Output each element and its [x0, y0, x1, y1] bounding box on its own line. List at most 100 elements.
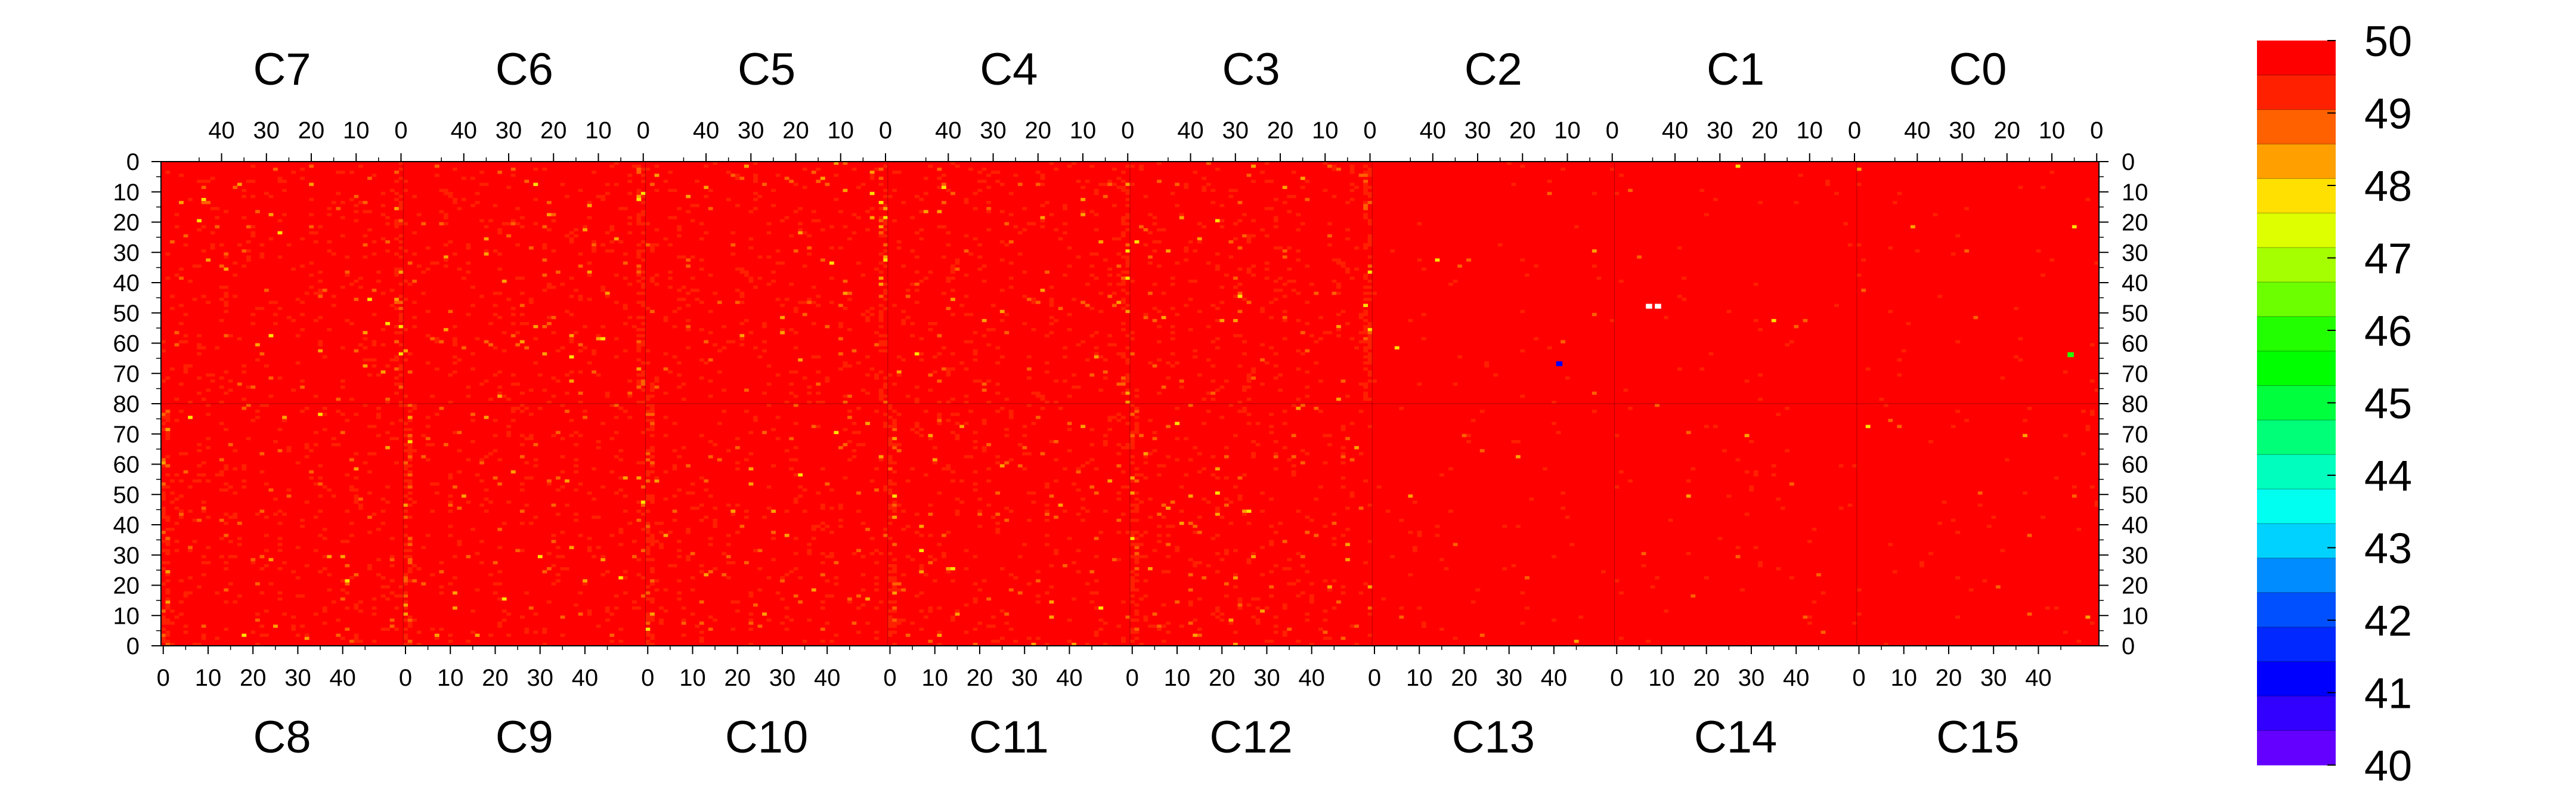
- heatmap-cell: [161, 512, 166, 516]
- heatmap-cell: [645, 531, 651, 534]
- heatmap-cell: [950, 276, 955, 280]
- heatmap-cell: [448, 633, 453, 637]
- heatmap-cell: [1008, 509, 1014, 513]
- heatmap-cell: [955, 509, 960, 513]
- heatmap-cell: [551, 564, 556, 568]
- heatmap-cell: [179, 494, 184, 498]
- heatmap-cell: [618, 449, 624, 453]
- heatmap-cell: [645, 394, 651, 398]
- heatmap-cell: [371, 340, 377, 343]
- heatmap-cell: [677, 289, 682, 292]
- heatmap-cell: [592, 240, 597, 244]
- heatmap-cell: [1031, 422, 1036, 425]
- heatmap-cell: [2027, 407, 2032, 410]
- heatmap-cell: [762, 515, 767, 519]
- heatmap-cell: [650, 449, 655, 453]
- heatmap-cell: [1152, 306, 1157, 310]
- heatmap-cell: [878, 225, 884, 228]
- heatmap-cell: [937, 177, 942, 180]
- heatmap-cell: [766, 576, 772, 580]
- heatmap-cell: [905, 479, 911, 483]
- heatmap-cell: [878, 318, 884, 323]
- heatmap-cell: [762, 391, 767, 395]
- heatmap-cell: [636, 279, 642, 283]
- heatmap-cell: [695, 624, 700, 628]
- heatmap-cell: [501, 349, 507, 353]
- heatmap-cell: [1103, 439, 1108, 444]
- heatmap-cell: [1771, 473, 1776, 477]
- heatmap-cell: [255, 210, 260, 213]
- heatmap-cell: [443, 188, 448, 193]
- heatmap-cell: [165, 606, 171, 610]
- heatmap-cell: [1412, 500, 1417, 504]
- heatmap-cell: [250, 231, 256, 235]
- heatmap-cell: [1188, 494, 1193, 498]
- heatmap-cell: [1305, 618, 1310, 622]
- heatmap-cell: [1798, 174, 1803, 177]
- heatmap-cell: [1031, 500, 1036, 504]
- heatmap-cell: [1134, 636, 1140, 640]
- heatmap-cell: [829, 261, 834, 265]
- heatmap-cell: [990, 615, 996, 619]
- heatmap-cell: [206, 446, 211, 450]
- heatmap-cell: [1340, 452, 1346, 456]
- heatmap-cell: [277, 306, 283, 310]
- heatmap-cell: [986, 174, 992, 177]
- heatmap-cell: [1089, 334, 1095, 338]
- heatmap-cell: [896, 449, 902, 453]
- heatmap-cell: [1120, 328, 1126, 332]
- heatmap-cell: [569, 340, 574, 343]
- heatmap-cell: [650, 410, 655, 413]
- heatmap-cell: [546, 213, 552, 216]
- heatmap-cell: [210, 231, 215, 235]
- heatmap-cell: [583, 579, 587, 583]
- heatmap-cell: [210, 246, 215, 250]
- heatmap-cell: [233, 512, 238, 516]
- heatmap-cell: [354, 494, 359, 498]
- heatmap-cell: [677, 549, 682, 552]
- heatmap-cell: [242, 370, 247, 374]
- heatmap-cell: [453, 361, 457, 365]
- heatmap-cell: [1067, 618, 1072, 622]
- heatmap-cell: [735, 467, 740, 470]
- heatmap-cell: [322, 289, 327, 292]
- heatmap-cell: [242, 364, 247, 368]
- heatmap-cell: [753, 549, 758, 552]
- heatmap-cell: [1363, 312, 1368, 317]
- heatmap-cell: [847, 298, 852, 301]
- heatmap-cell: [609, 228, 615, 232]
- heatmap-cell: [1094, 228, 1099, 232]
- heatmap-cell: [403, 298, 408, 301]
- heatmap-cell: [852, 349, 857, 353]
- colorbar-label: 44: [2364, 453, 2412, 500]
- heatmap-cell: [161, 627, 166, 631]
- heatmap-cell: [1022, 207, 1027, 210]
- heatmap-cell: [892, 624, 897, 628]
- heatmap-cell: [1255, 422, 1261, 425]
- heatmap-cell: [1233, 188, 1238, 193]
- heatmap-cell: [865, 373, 870, 377]
- heatmap-cell: [1134, 567, 1140, 571]
- heatmap-cell: [250, 194, 256, 199]
- heatmap-cell: [744, 165, 749, 168]
- heatmap-cell: [224, 567, 229, 571]
- heatmap-cell: [1134, 618, 1140, 622]
- colorbar-segment: [2257, 696, 2336, 731]
- heatmap-cell: [224, 600, 229, 604]
- heatmap-cell: [892, 470, 897, 474]
- heatmap-cell: [1363, 286, 1368, 289]
- heatmap-cell: [1479, 410, 1485, 413]
- heatmap-cell: [942, 346, 946, 349]
- heatmap-cell: [964, 200, 969, 205]
- heatmap-cell: [1139, 473, 1144, 477]
- left-tick-label: 20: [113, 573, 140, 599]
- heatmap-cell: [883, 334, 888, 338]
- heatmap-cell: [574, 458, 578, 462]
- heatmap-cell: [640, 213, 646, 216]
- heatmap-cell: [999, 289, 1005, 292]
- top-tick-label: 20: [1509, 117, 1536, 144]
- heatmap-cell: [834, 197, 839, 202]
- heatmap-cell: [843, 188, 848, 193]
- heatmap-cell: [856, 185, 861, 189]
- heatmap-cell: [233, 491, 238, 495]
